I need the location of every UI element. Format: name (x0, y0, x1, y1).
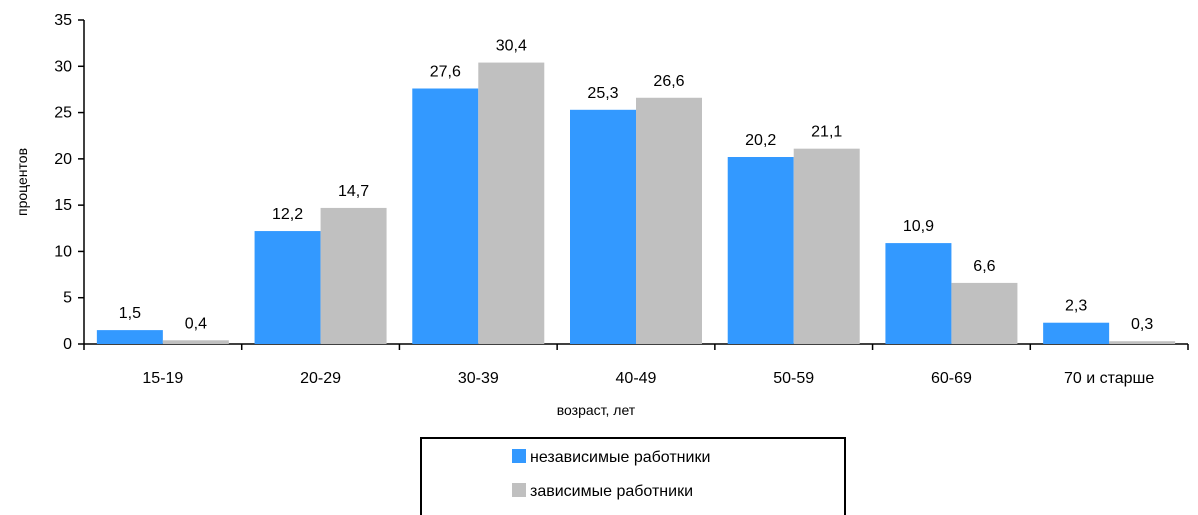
bar-dependent (320, 207, 387, 344)
y-tick-label: 15 (54, 197, 72, 214)
data-label: 30,4 (496, 38, 527, 55)
bar-dependent (636, 97, 702, 344)
bar-independent (412, 88, 479, 344)
data-label: 26,6 (653, 73, 684, 90)
bar-independent (727, 157, 794, 344)
legend-label-independent: независимые работники (530, 449, 710, 466)
data-label: 0,4 (185, 315, 207, 332)
bar-dependent (793, 148, 860, 344)
data-label: 21,1 (811, 124, 842, 141)
x-tick-label: 30-39 (458, 370, 499, 387)
x-tick-label: 60-69 (931, 370, 972, 387)
data-label: 14,7 (338, 183, 369, 200)
x-tick-label: 20-29 (300, 370, 341, 387)
bar-independent (885, 243, 952, 344)
bar-independent (96, 330, 163, 344)
x-axis-title: возраст, лет (557, 402, 636, 418)
y-tick-label: 0 (63, 336, 72, 353)
y-axis-title: процентов (14, 148, 30, 216)
legend-swatch-dependent (512, 483, 526, 497)
legend: независимые работники зависимые работник… (420, 437, 846, 515)
bars (96, 62, 1176, 345)
data-label: 20,2 (745, 132, 776, 149)
x-axis: 15-19 20-29 30-39 40-49 50-59 60-69 70 и старш… (83, 343, 1189, 387)
data-label: 0,3 (1131, 316, 1153, 333)
data-label: 1,5 (119, 305, 141, 322)
data-label: 25,3 (587, 85, 618, 102)
data-labels: 1,5 12,2 27,6 25,3 20,2 10,9 2,3 0,4 14,7 30,4 26,… (119, 38, 1154, 334)
y-tick-label: 25 (54, 105, 72, 122)
x-tick-label: 70 и старше (1064, 370, 1154, 387)
legend-box (420, 437, 846, 515)
x-tick-label: 50-59 (773, 370, 814, 387)
data-label: 10,9 (903, 218, 934, 235)
data-label: 2,3 (1065, 298, 1087, 315)
y-axis: 0 5 10 15 20 25 30 35 (54, 12, 85, 353)
bar-independent (1043, 322, 1110, 344)
y-tick-label: 20 (54, 151, 72, 168)
y-tick-label: 5 (63, 290, 72, 307)
y-tick-label: 10 (54, 243, 72, 260)
data-label: 12,2 (272, 206, 303, 223)
bar-independent (570, 109, 636, 345)
bar-dependent (478, 62, 545, 344)
legend-swatch-independent (512, 449, 526, 463)
y-tick-label: 30 (54, 58, 72, 75)
bar-dependent (162, 340, 229, 344)
x-tick-label: 15-19 (142, 370, 183, 387)
legend-label-dependent: зависимые работники (530, 483, 693, 500)
x-tick-label: 40-49 (616, 370, 657, 387)
data-label: 27,6 (430, 64, 461, 81)
bar-dependent (1109, 341, 1176, 344)
y-tick-label: 35 (54, 12, 72, 29)
bar-independent (254, 231, 321, 344)
bar-dependent (951, 282, 1018, 344)
data-label: 6,6 (973, 258, 995, 275)
